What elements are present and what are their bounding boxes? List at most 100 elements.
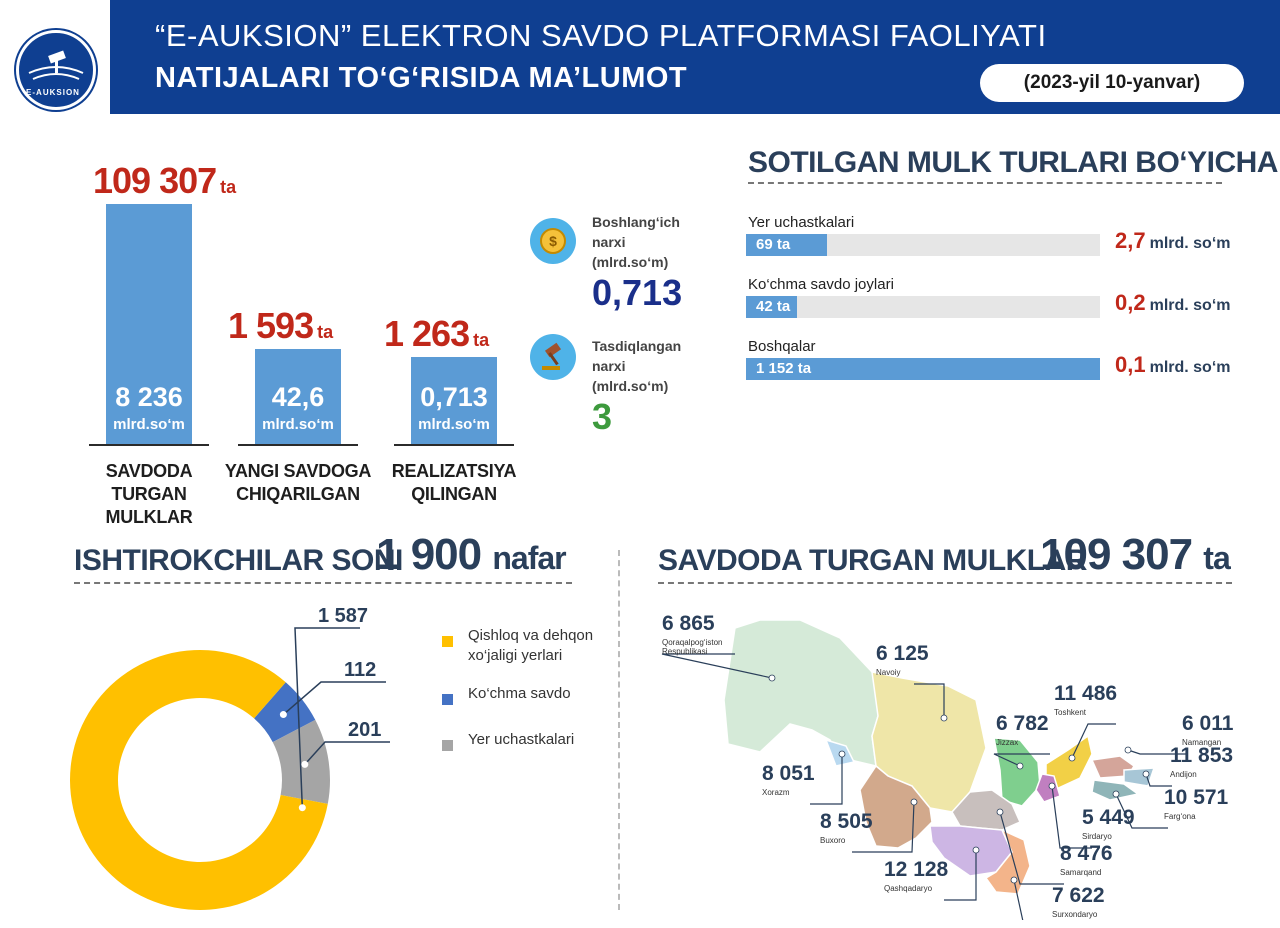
map-leader-dot (1142, 770, 1150, 778)
region-name-line: Sirdaryo (1082, 832, 1112, 841)
bar-count-unit: ta (473, 330, 490, 350)
region-name: Jizzax (996, 738, 1018, 747)
hbar-fill (746, 234, 827, 256)
donut-slice-1 (70, 650, 328, 910)
map-leader-line (993, 753, 1050, 767)
map-leader-dot (1048, 782, 1056, 790)
page-title-line2: NATIJALARI TO‘G‘RISIDA MA’LUMOT (155, 62, 688, 94)
bar-category-line: CHIQARILGAN (236, 484, 360, 504)
hbar-amount: 0,2 mlrd. so‘m (1115, 290, 1231, 316)
region-name: Surxondaryo (1052, 910, 1097, 919)
map-leader-line (1013, 879, 1024, 920)
hbar-category-label: Boshqalar (748, 338, 816, 355)
region-name-line: Toshkent (1054, 708, 1087, 717)
map-leader-line (1051, 785, 1092, 849)
map-underline (658, 582, 1232, 584)
legend-label: Yer uchastkalari (468, 730, 574, 750)
region-value: 5 449 (1082, 806, 1135, 829)
bar-category-line: QILINGAN (411, 484, 497, 504)
map-leader-dot (910, 798, 918, 806)
map-leader-dot (996, 808, 1004, 816)
gavel-logo-icon (28, 50, 84, 80)
hbar-track (746, 296, 1100, 318)
bar-count-value: 1 593 (228, 305, 314, 347)
region-name-line: Jizzax (996, 738, 1019, 747)
hbar-amount-unit: mlrd. so‘m (1149, 359, 1231, 376)
property-types-title: SOTILGAN MULK TURLARI BO‘YICHA (748, 146, 1278, 179)
coin-icon: $ (530, 218, 576, 264)
map-title: SAVDODA TURGAN MULKLAR (658, 544, 1087, 577)
donut-leader-dot (298, 804, 306, 812)
legend-swatch (442, 636, 453, 647)
hbar-amount-value: 2,7 (1115, 228, 1146, 253)
map-leader-dot (1016, 762, 1024, 770)
bar-category-line: REALIZATSIYA (391, 461, 517, 481)
region-name-line: Respublikasi (662, 647, 708, 656)
hbar-value-label: 42 ta (756, 298, 791, 315)
legend-swatch (442, 694, 453, 705)
approved-price-label: Tasdiqlangan narxi (mlrd.so‘m) (592, 338, 682, 394)
map-leader-dot (1124, 746, 1132, 754)
map-leader-line (914, 683, 945, 718)
svg-text:$: $ (549, 233, 557, 249)
start-price-label: Boshlang‘ich narxi (mlrd.so‘m) (592, 214, 680, 270)
region-name: Andijon (1170, 770, 1197, 779)
bar-baseline (238, 444, 358, 446)
title-underline (748, 182, 1222, 184)
region-value: 8 505 (820, 810, 873, 833)
uzbekistan-map (661, 619, 1186, 920)
bar-count-label: 109 307 ta (93, 160, 293, 202)
participants-total: 1 900 nafar (376, 530, 567, 579)
bar-amount-value: 0,713 (420, 382, 488, 412)
logo-text: E-AUKSION (26, 88, 80, 97)
section-divider (618, 550, 620, 910)
region-name-line: Navoiy (876, 668, 901, 677)
date-badge: (2023-yil 10-yanvar) (980, 64, 1244, 102)
hbar-fill (746, 296, 797, 318)
map-leader-dot (972, 846, 980, 854)
bar-baseline (394, 444, 514, 446)
map-leader-line (999, 811, 1064, 885)
bar-1 (106, 204, 192, 444)
map-leader-dot (1068, 754, 1076, 762)
hbar-amount-value: 0,1 (1115, 352, 1146, 377)
region-value: 8 476 (1060, 842, 1113, 865)
region-name-line: Samarqand (1060, 868, 1102, 877)
bar-count-unit: ta (317, 322, 334, 343)
region-name-line: Xorazm (762, 788, 790, 797)
map-leader-dot (1010, 876, 1018, 884)
legend-label: Qishloq va dehqon xo‘jaligi yerlari (468, 626, 593, 666)
donut-leader-dot (301, 760, 309, 768)
region-name: Xorazm (762, 788, 790, 797)
region-value: 11 486 (1054, 682, 1118, 705)
legend-line: Yer uchastkalari (468, 731, 575, 748)
legend-line: Ko‘chma savdo (468, 685, 571, 702)
map-region-1 (723, 619, 891, 767)
bar-count-label: 1 593 ta (228, 305, 428, 347)
donut-leader-line (304, 741, 390, 765)
participants-title: ISHTIROKCHILAR SONI (74, 544, 403, 577)
approved-price-value: 3 (592, 396, 613, 437)
region-name: Qashqadaryo (884, 884, 932, 893)
hbar-fill (746, 358, 1100, 380)
donut-leader-dot (279, 711, 287, 719)
bar-count-value: 109 307 (93, 160, 217, 201)
legend-line: Qishloq va dehqon (468, 627, 594, 644)
hbar-amount-value: 0,2 (1115, 290, 1146, 315)
map-leader-line (1071, 723, 1116, 759)
region-name-line: Surxondaryo (1052, 910, 1098, 919)
bar-category-line: YANGI SAVDOGA (224, 461, 372, 481)
bar-category-label: SAVDODA TURGAN MULKLAR (69, 460, 229, 529)
region-name: Namangan (1182, 738, 1221, 747)
region-name-line: Andijon (1170, 770, 1197, 779)
map-region-13 (984, 828, 1031, 895)
region-name-line: Qoraqalpog‘iston (662, 638, 723, 647)
bar-count-unit: ta (220, 177, 237, 197)
region-name: Buxoro (820, 836, 845, 845)
map-leader-line (661, 653, 773, 679)
bar-category-line: TURGAN MULKLAR (105, 484, 193, 527)
bar-baseline (89, 444, 209, 446)
gavel-icon (530, 334, 576, 380)
hbar-amount-unit: mlrd. so‘m (1149, 235, 1231, 252)
region-value: 6 782 (996, 712, 1049, 735)
